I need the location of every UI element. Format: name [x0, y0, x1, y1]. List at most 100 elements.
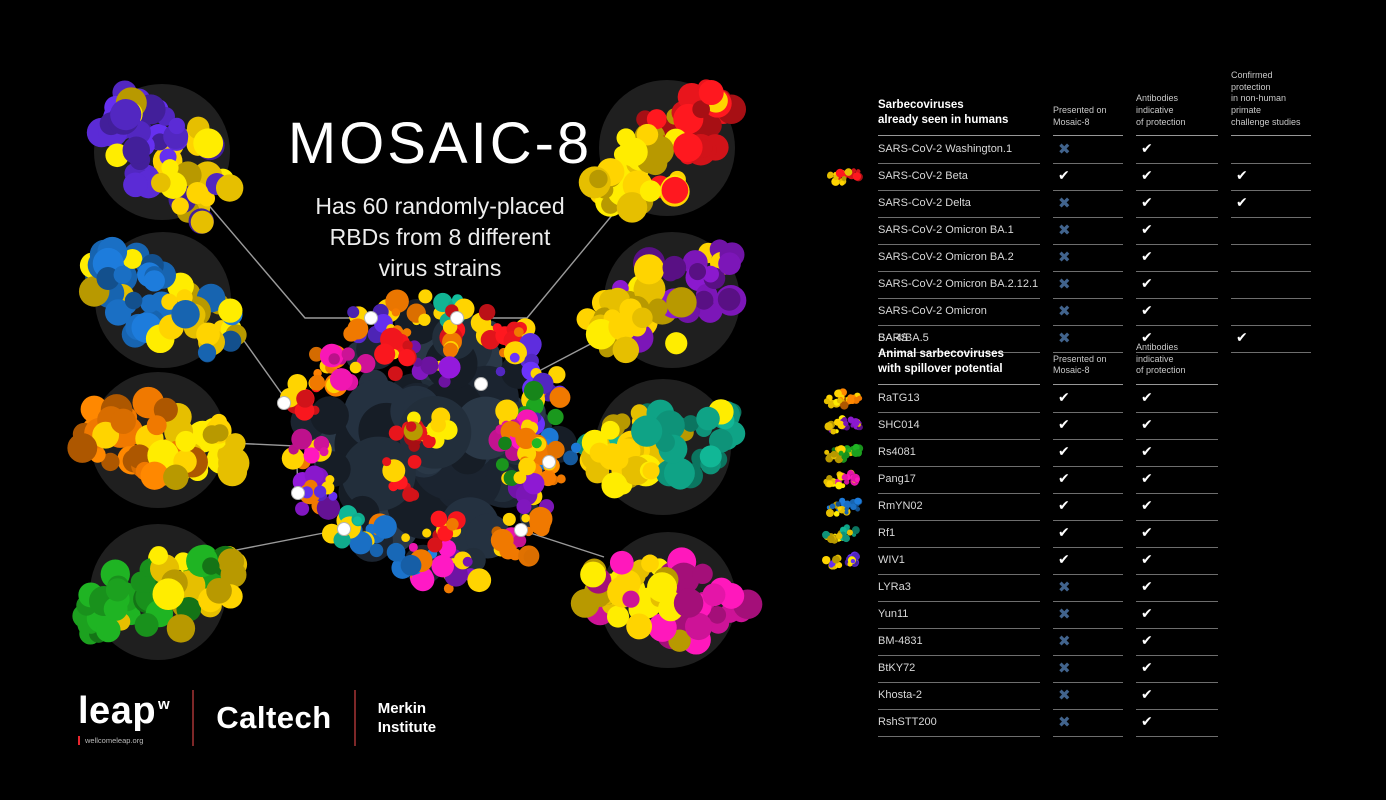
logo-divider: [192, 690, 195, 746]
check-icon: ✔: [1136, 655, 1218, 684]
virus-name: RshSTT200: [878, 709, 1040, 738]
connector-dot: [291, 486, 305, 500]
protein-structure-green: [72, 544, 248, 645]
leap-url: wellcomeleap.org: [78, 735, 170, 745]
central-nanoparticle: [279, 289, 582, 594]
protein-structure-teal: [576, 399, 746, 499]
virus-name: SHC014: [824, 412, 1040, 441]
empty-cell: [1231, 136, 1311, 165]
strain-icon-teal: [822, 523, 860, 544]
virus-name: Yun11: [878, 601, 1040, 630]
check-icon: ✔: [1136, 385, 1218, 414]
footer-logos: leap w wellcomeleap.org Caltech Merkin In…: [78, 686, 436, 750]
x-icon: ✖: [1053, 628, 1123, 657]
column-header: Presented on Mosaic-8: [1053, 342, 1123, 386]
protein-structure-orange: [67, 386, 250, 490]
virus-table-2: Animal sarbecoviruses with spillover pot…: [822, 342, 1218, 738]
x-icon: ✖: [1053, 298, 1123, 327]
virus-name: SARS-CoV-2 Omicron BA.2.12.1: [878, 271, 1040, 300]
connector-dot: [277, 396, 291, 410]
x-icon: ✖: [1053, 190, 1123, 219]
connector-dot: [364, 311, 378, 325]
check-icon: ✔: [1136, 574, 1218, 603]
check-icon: ✔: [1136, 439, 1218, 468]
virus-name: SARS-CoV-2 Washington.1: [878, 136, 1040, 165]
subtitle: Has 60 randomly-placed RBDs from 8 diffe…: [315, 193, 565, 282]
strain-icon-green: [824, 443, 864, 463]
check-icon: ✔: [1231, 190, 1311, 219]
protein-structure-purple: [576, 239, 747, 364]
strain-icon-purple: [824, 414, 863, 435]
check-icon: ✔: [1136, 271, 1218, 300]
connector-dot: [474, 377, 488, 391]
check-icon: ✔: [1136, 136, 1218, 165]
caltech-logo: Caltech: [216, 700, 332, 735]
connector-line: [205, 201, 366, 319]
check-icon: ✔: [1136, 601, 1218, 630]
check-icon: ✔: [1231, 325, 1311, 354]
leap-w-icon: w: [158, 695, 171, 713]
connector-line: [241, 337, 285, 398]
check-icon: ✔: [1136, 190, 1218, 219]
check-icon: ✔: [1053, 520, 1123, 549]
check-icon: ✔: [1136, 709, 1218, 738]
check-icon: ✔: [1136, 163, 1218, 192]
strain-icon-red: [827, 168, 863, 186]
check-icon: ✔: [1136, 412, 1218, 441]
check-icon: ✔: [1053, 439, 1123, 468]
connector-dot: [514, 523, 528, 537]
check-icon: ✔: [1136, 520, 1218, 549]
check-icon: ✔: [1136, 244, 1218, 273]
column-header: Confirmed protection in non-human primat…: [1231, 70, 1311, 137]
virus-name: Pang17: [823, 466, 1040, 495]
virus-name: SARS-CoV-2 Omicron BA.2: [878, 244, 1040, 273]
empty-cell: [1231, 244, 1311, 273]
check-icon: ✔: [1053, 493, 1123, 522]
check-icon: ✔: [1136, 682, 1218, 711]
virus-name: SARS-CoV-2 Delta: [878, 190, 1040, 219]
virus-name: SARS-CoV-2 Beta: [827, 163, 1040, 192]
virus-name: RaTG13: [823, 385, 1040, 414]
check-icon: ✔: [1136, 298, 1218, 327]
connector-dot: [337, 522, 351, 536]
empty-cell: [1231, 298, 1311, 327]
x-icon: ✖: [1053, 601, 1123, 630]
virus-name: BtKY72: [878, 655, 1040, 684]
check-icon: ✔: [1136, 628, 1218, 657]
check-icon: ✔: [1136, 466, 1218, 495]
connector-line: [526, 531, 605, 558]
virus-name: Rs4081: [824, 439, 1040, 468]
connector-dots: [277, 311, 556, 537]
column-header: Antibodies indicative of protection: [1136, 342, 1218, 386]
check-icon: ✔: [1136, 325, 1218, 354]
check-icon: ✔: [1136, 217, 1218, 246]
virus-name: SARS-CoV-2 Omicron BA.1: [878, 217, 1040, 246]
merkin-institute-logo: Merkin Institute: [377, 699, 437, 737]
x-icon: ✖: [1053, 574, 1123, 603]
x-icon: ✖: [1053, 682, 1123, 711]
protein-structure-violet: [86, 80, 244, 234]
check-icon: ✔: [1053, 547, 1123, 576]
virus-name: RmYN02: [825, 493, 1040, 522]
virus-name: SARS-CoV-2 Omicron BA.4/BA.5: [878, 298, 1040, 344]
x-icon: ✖: [1053, 136, 1123, 165]
check-icon: ✔: [1136, 493, 1218, 522]
leap-wordmark: leap: [78, 689, 157, 732]
column-header: Antibodies indicative of protection: [1136, 70, 1218, 137]
table-title: Sarbecoviruses already seen in humans: [878, 70, 1040, 137]
virus-table-1: Sarbecoviruses already seen in humans Pre…: [827, 70, 1311, 354]
logo-divider: [353, 690, 356, 746]
protein-structure-blue: [78, 236, 247, 363]
virus-name: SARS: [878, 325, 1040, 354]
check-icon: ✔: [1053, 412, 1123, 441]
table-title: Animal sarbecoviruses with spillover pot…: [878, 342, 1040, 386]
check-icon: ✔: [1053, 385, 1123, 414]
virus-name: Rf1: [822, 520, 1040, 549]
check-icon: ✔: [1231, 163, 1311, 192]
connector-dot: [450, 311, 464, 325]
strain-icon-blue: [825, 497, 863, 517]
x-icon: ✖: [1053, 709, 1123, 738]
virus-name: WIV1: [822, 547, 1040, 576]
virus-name: LYRa3: [878, 574, 1040, 603]
